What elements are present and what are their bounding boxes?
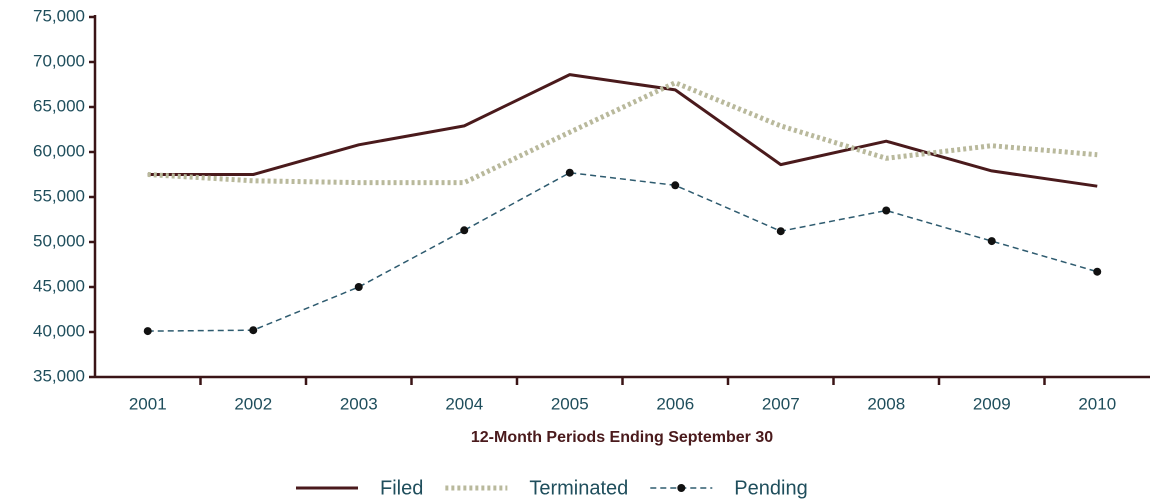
point	[987, 237, 996, 246]
x-axis-title: 12-Month Periods Ending September 30	[471, 429, 773, 446]
series-line	[147, 80, 1098, 186]
y-tick-label: 40,000	[33, 321, 85, 340]
x-tick-label: 2005	[551, 394, 589, 413]
x-tick-label: 2008	[867, 394, 905, 413]
x-tick-label: 2003	[340, 394, 378, 413]
legend-label: Pending	[734, 477, 807, 499]
legend-label: Filed	[380, 477, 423, 499]
point	[565, 168, 574, 177]
y-tick-label: 55,000	[33, 186, 85, 205]
point	[143, 327, 152, 336]
legend-label: Terminated	[529, 477, 628, 499]
y-tick-label: 75,000	[33, 6, 85, 25]
x-tick-label: 2006	[656, 394, 694, 413]
point	[460, 226, 469, 235]
point	[354, 283, 363, 291]
y-tick-label: 45,000	[33, 276, 85, 295]
legend-marker	[677, 484, 686, 492]
point	[1093, 267, 1102, 276]
y-tick-label: 35,000	[33, 366, 85, 385]
y-tick-label: 60,000	[33, 141, 85, 160]
x-tick-label: 2010	[1078, 394, 1116, 413]
point	[671, 181, 680, 190]
y-tick-label: 65,000	[33, 96, 85, 115]
series-line	[147, 73, 1098, 188]
y-tick-label: 50,000	[33, 231, 85, 250]
x-tick-label: 2001	[129, 394, 167, 413]
point	[776, 227, 785, 236]
x-tick-label: 2004	[445, 394, 483, 413]
y-tick-label: 70,000	[33, 51, 85, 70]
x-tick-label: 2007	[762, 394, 800, 413]
series-line	[147, 171, 1098, 332]
x-tick-label: 2002	[234, 394, 272, 413]
x-tick-label: 2009	[973, 394, 1011, 413]
point	[882, 206, 891, 215]
point	[249, 326, 258, 335]
